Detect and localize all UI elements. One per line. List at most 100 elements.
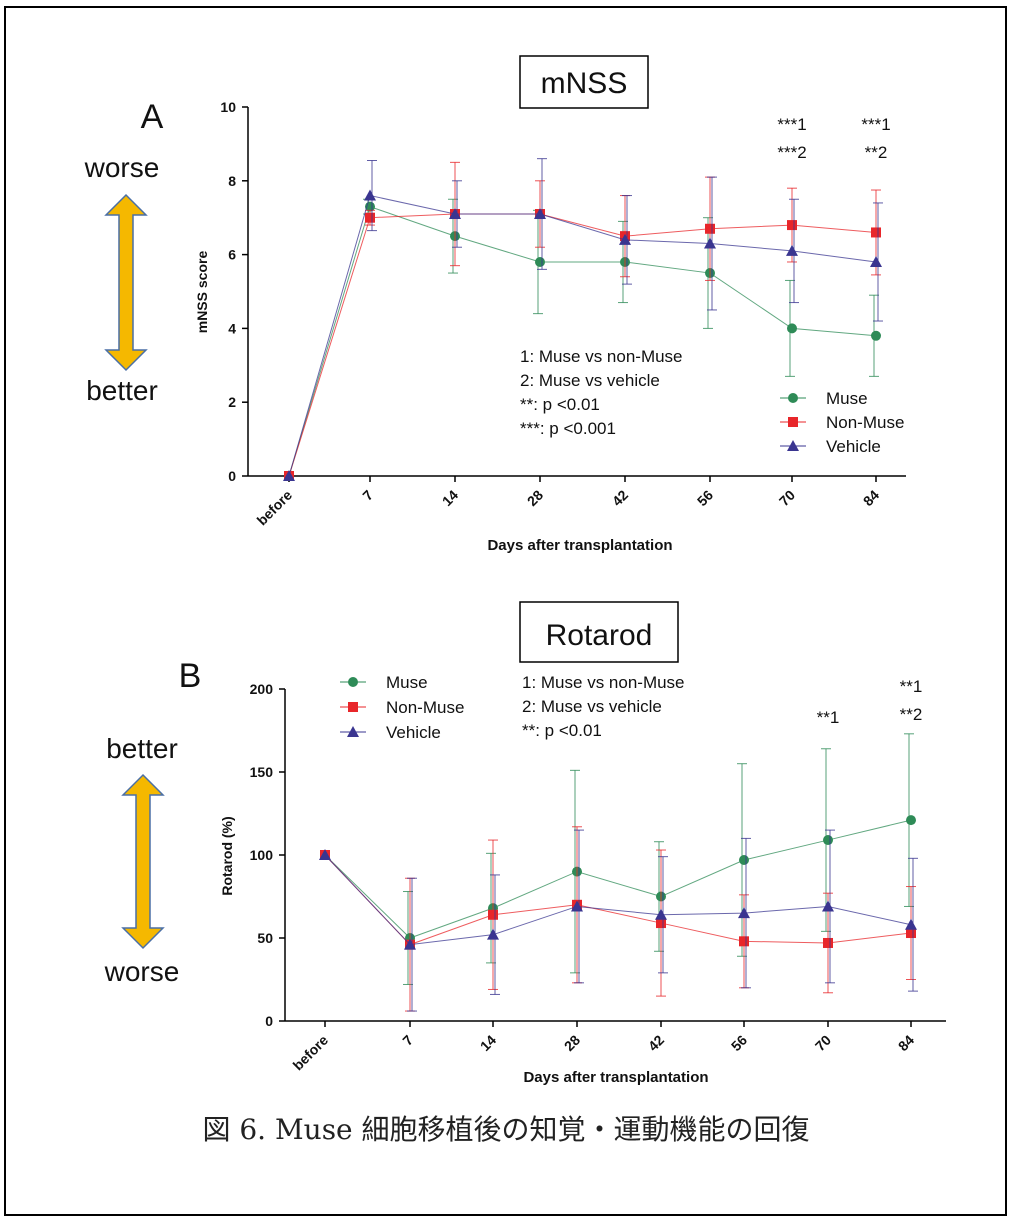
x-tick-label: 42 (609, 487, 631, 509)
series-line (324, 854, 912, 946)
chart-title: mNSS (541, 67, 628, 100)
data-point (704, 237, 716, 249)
legend-marker (787, 440, 799, 451)
y-tick-label: 150 (250, 764, 274, 780)
x-tick-label: 70 (776, 487, 798, 509)
series-line (288, 194, 877, 477)
data-point (786, 244, 798, 256)
data-point (365, 212, 375, 223)
series-non-muse (320, 826, 916, 1012)
data-point (364, 189, 376, 201)
x-tick-label: before (290, 1032, 332, 1074)
series-muse (320, 733, 916, 985)
x-tick-label: 14 (439, 487, 461, 509)
x-tick-label: 28 (524, 487, 546, 509)
data-point (738, 907, 750, 919)
x-tick-label: 42 (645, 1032, 667, 1054)
significance-label: **2 (865, 143, 888, 162)
legend-marker (348, 677, 358, 687)
series-line (324, 854, 912, 946)
y-tick-label: 50 (257, 930, 273, 946)
x-tick-label: 84 (895, 1032, 917, 1054)
x-tick-label: 28 (561, 1032, 583, 1054)
y-tick-label: 2 (228, 394, 236, 410)
significance-label: ***1 (861, 115, 890, 134)
figure-frame (4, 6, 1007, 1216)
x-tick-label: 14 (477, 1032, 499, 1054)
stats-note-line: **: p <0.01 (520, 395, 600, 414)
data-point (871, 330, 881, 341)
x-tick-label: 7 (399, 1032, 416, 1049)
stats-note-line: 1: Muse vs non-Muse (522, 673, 685, 692)
data-point (487, 928, 499, 940)
significance-label: ***2 (777, 143, 806, 162)
x-tick-label: before (254, 487, 296, 529)
y-tick-label: 8 (228, 173, 236, 189)
data-point (404, 938, 416, 950)
data-point (656, 918, 666, 929)
arrow-bottom-label: worse (104, 956, 180, 987)
chart-title: Rotarod (546, 619, 653, 652)
stats-note-line: **: p <0.01 (522, 721, 602, 740)
x-tick-label: 56 (728, 1032, 750, 1054)
y-tick-label: 0 (265, 1013, 273, 1029)
double-arrow-icon (121, 773, 165, 950)
series-muse (284, 198, 881, 481)
data-point (535, 256, 545, 267)
data-point (739, 854, 749, 865)
panel-letter: A (141, 98, 164, 136)
y-axis-label: mNSS score (194, 251, 210, 334)
x-axis-label: Days after transplantation (523, 1069, 708, 1086)
legend-label: Muse (826, 389, 868, 408)
legend-label: Vehicle (826, 437, 881, 456)
significance-label: **2 (900, 705, 923, 724)
chart-title-box (519, 601, 679, 663)
chart-title-box (519, 55, 649, 109)
data-point (823, 937, 833, 948)
significance-label: ***1 (777, 115, 806, 134)
arrow-top-label: worse (84, 152, 160, 183)
panel-letter: B (179, 657, 202, 695)
y-tick-label: 6 (228, 247, 236, 263)
data-point (870, 255, 882, 267)
significance-label: **1 (900, 677, 923, 696)
legend-label: Muse (386, 673, 428, 692)
data-point (906, 928, 916, 939)
legend-label: Non-Muse (386, 698, 464, 717)
y-axis-label: Rotarod (%) (219, 816, 235, 895)
data-point (534, 208, 546, 220)
series-line (288, 213, 877, 477)
data-point (705, 223, 715, 234)
data-point (655, 908, 667, 920)
stats-note-line: ***: p <0.001 (520, 419, 616, 438)
legend-label: Vehicle (386, 723, 441, 742)
data-point (283, 470, 295, 481)
y-tick-label: 10 (220, 99, 236, 115)
x-tick-label: 7 (359, 487, 376, 504)
data-point (449, 208, 461, 220)
x-tick-label: 70 (812, 1032, 834, 1054)
legend-marker (788, 417, 798, 427)
legend-marker (348, 702, 358, 712)
stats-note-line: 2: Muse vs vehicle (520, 371, 660, 390)
x-axis-label: Days after transplantation (487, 537, 672, 554)
series-vehicle (283, 158, 883, 481)
x-tick-label: 56 (694, 487, 716, 509)
figure-caption: 図 6. Muse 細胞移植後の知覚・運動機能の回復 (202, 1113, 810, 1146)
data-point (739, 936, 749, 947)
data-point (319, 849, 331, 860)
legend-marker (788, 393, 798, 403)
x-tick-label: 84 (860, 487, 882, 509)
legend-marker (347, 726, 359, 737)
data-point (822, 900, 834, 912)
y-tick-label: 100 (250, 847, 274, 863)
legend-label: Non-Muse (826, 413, 904, 432)
significance-label: **1 (817, 708, 840, 727)
data-point (619, 233, 631, 245)
data-point (823, 835, 833, 846)
data-point (787, 323, 797, 334)
series-line (324, 819, 912, 939)
series-vehicle (319, 829, 918, 1012)
arrow-top-label: better (106, 733, 178, 764)
